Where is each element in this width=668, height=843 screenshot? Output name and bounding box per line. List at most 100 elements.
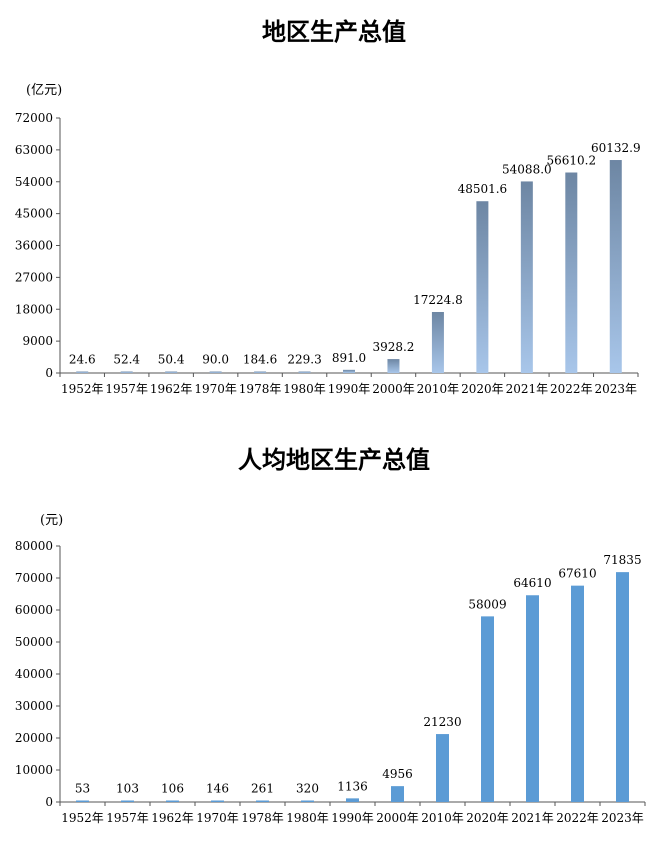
x-category-label: 1952年 xyxy=(61,811,104,825)
y-tick-label: 20000 xyxy=(15,731,53,745)
x-category-label: 2020年 xyxy=(461,382,504,396)
x-category-label: 2022年 xyxy=(556,811,599,825)
y-tick-label: 18000 xyxy=(15,302,53,316)
y-tick-label: 80000 xyxy=(15,539,53,553)
bar xyxy=(616,572,629,802)
bar-value-label: 24.6 xyxy=(69,353,96,367)
x-category-label: 2010年 xyxy=(421,811,464,825)
bar xyxy=(391,786,404,802)
y-tick-label: 54000 xyxy=(15,175,53,189)
y-tick-label: 27000 xyxy=(15,270,53,284)
x-category-label: 2022年 xyxy=(550,382,593,396)
bar xyxy=(301,800,314,802)
x-category-label: 2023年 xyxy=(594,382,637,396)
chart-title-gdp: 地区生产总值 xyxy=(262,17,406,46)
bar-value-label: 4956 xyxy=(382,767,413,781)
x-category-label: 2023年 xyxy=(601,811,644,825)
bar-value-label: 64610 xyxy=(513,576,551,590)
bar xyxy=(343,369,355,373)
per-capita-gdp-bar-chart: (元) 0 10000 20000 30000 40000 50000 60000 70000… xyxy=(15,513,646,825)
bar xyxy=(476,201,489,373)
bar xyxy=(387,359,400,373)
x-category-label: 2010年 xyxy=(417,382,460,396)
bar xyxy=(431,311,444,373)
bar xyxy=(436,734,449,802)
y-tick-label: 72000 xyxy=(15,111,53,125)
x-category-label: 2000年 xyxy=(376,811,419,825)
bar-value-label: 3928.2 xyxy=(372,340,414,354)
bar-value-label: 48501.6 xyxy=(458,182,508,196)
bar-value-label: 17224.8 xyxy=(413,293,463,307)
bar-value-label: 21230 xyxy=(423,715,461,729)
bar xyxy=(121,800,134,802)
bar-value-label: 90.0 xyxy=(202,353,229,367)
x-category-label: 1962年 xyxy=(151,811,194,825)
y-tick-label: 36000 xyxy=(15,239,53,253)
bar xyxy=(526,595,539,802)
y-tick-label: 0 xyxy=(45,366,53,380)
x-category-label: 2021年 xyxy=(506,382,549,396)
bar xyxy=(254,371,267,373)
bar xyxy=(256,800,269,802)
bar xyxy=(346,798,359,802)
x-category-label: 1957年 xyxy=(105,382,148,396)
y-tick-label: 70000 xyxy=(15,571,53,585)
y-tick-label: 60000 xyxy=(15,603,53,617)
y-axis-unit-label: (元) xyxy=(40,513,63,528)
y-tick-label: 10000 xyxy=(15,763,53,777)
bar xyxy=(166,800,179,802)
x-category-label: 2000年 xyxy=(372,382,415,396)
bar-value-label: 67610 xyxy=(558,567,596,581)
bar xyxy=(565,172,578,373)
bar xyxy=(520,181,533,373)
x-category-label: 1957年 xyxy=(106,811,149,825)
bar xyxy=(571,585,584,802)
bar-value-label: 56610.2 xyxy=(546,154,596,168)
y-tick-label: 40000 xyxy=(15,667,53,681)
bar-value-label: 50.4 xyxy=(158,353,185,367)
bar-value-label: 1136 xyxy=(337,779,368,793)
bar-value-label: 229.3 xyxy=(287,353,321,367)
bar-value-label: 106 xyxy=(161,782,184,796)
bar xyxy=(298,371,311,373)
x-category-label: 1970年 xyxy=(196,811,239,825)
bar-value-label: 71835 xyxy=(603,553,641,567)
bar xyxy=(76,800,89,802)
bar-value-label: 60132.9 xyxy=(591,141,641,155)
bar-value-label: 146 xyxy=(206,782,229,796)
x-category-label: 1978年 xyxy=(241,811,284,825)
bar-value-label: 261 xyxy=(251,782,274,796)
x-category-label: 1962年 xyxy=(150,382,193,396)
bar-value-label: 58009 xyxy=(468,597,506,611)
bar-value-label: 184.6 xyxy=(243,353,277,367)
x-category-label: 1952年 xyxy=(61,382,104,396)
y-tick-label: 30000 xyxy=(15,699,53,713)
x-category-label: 1978年 xyxy=(239,382,282,396)
y-tick-label: 45000 xyxy=(15,207,53,221)
x-category-label: 1970年 xyxy=(194,382,237,396)
bar-value-label: 891.0 xyxy=(332,351,366,365)
y-tick-label: 63000 xyxy=(15,143,53,157)
y-tick-label: 50000 xyxy=(15,635,53,649)
bar-value-label: 52.4 xyxy=(113,353,140,367)
x-category-label: 1990年 xyxy=(328,382,371,396)
bar xyxy=(165,371,178,373)
x-category-label: 1990年 xyxy=(331,811,374,825)
bar-value-label: 103 xyxy=(116,782,139,796)
bar xyxy=(481,616,494,802)
bar xyxy=(211,800,224,802)
bar-value-label: 53 xyxy=(75,782,90,796)
bar-value-label: 320 xyxy=(296,782,319,796)
chart-title-per-capita-gdp: 人均地区生产总值 xyxy=(238,445,430,474)
bar xyxy=(120,371,133,373)
gdp-bar-chart: (亿元) 0 9000 18000 27000 36000 45000 54000 63000… xyxy=(15,83,641,396)
y-tick-label: 9000 xyxy=(22,334,53,348)
bar xyxy=(209,371,222,373)
bar-value-label: 54088.0 xyxy=(502,162,552,176)
y-axis-unit-label: (亿元) xyxy=(26,83,62,98)
y-tick-label: 0 xyxy=(45,795,53,809)
bar xyxy=(76,371,89,373)
x-category-label: 1980年 xyxy=(286,811,329,825)
x-category-label: 1980年 xyxy=(283,382,326,396)
x-category-label: 2020年 xyxy=(466,811,509,825)
